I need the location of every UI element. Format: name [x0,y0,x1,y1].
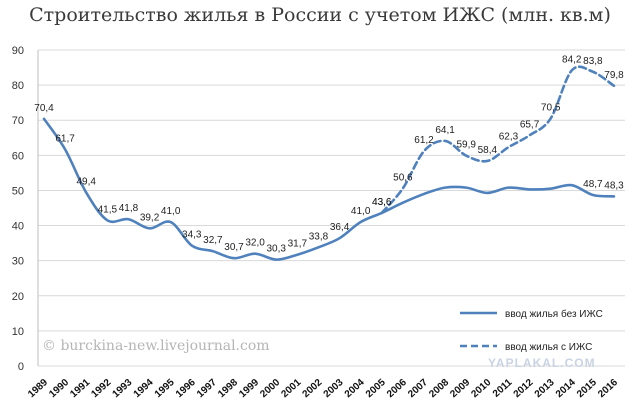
x-tick-label: 1993 [111,377,135,400]
data-label: 61,2 [414,135,434,146]
chart-title: Строительство жилья в России с учетом ИЖ… [29,4,611,26]
y-tick-label: 40 [12,221,24,233]
x-tick-label: 2016 [596,377,620,400]
data-label: 48,3 [604,180,624,191]
data-label: 34,3 [182,230,202,241]
legend-entry: ввод жилья с ИЖС [505,342,592,353]
x-axis: 1989199019911992199319941995199619971998… [26,377,620,400]
x-tick-label: 2004 [343,377,367,400]
x-tick-label: 2006 [385,377,409,400]
data-label: 33,8 [309,231,329,242]
x-tick-label: 1992 [89,377,113,400]
x-tick-label: 2009 [448,377,472,400]
x-tick-label: 1997 [195,377,219,400]
y-tick-label: 0 [18,361,24,373]
data-label: 70,4 [34,103,54,114]
y-tick-label: 20 [12,291,24,303]
x-tick-label: 2013 [533,377,557,400]
data-label: 58,4 [478,145,498,156]
legend-entry: ввод жилья без ИЖС [505,308,603,320]
x-tick-label: 1989 [26,377,50,400]
data-label: 41,0 [351,206,371,217]
x-tick-label: 1996 [174,377,198,400]
data-label: 32,0 [245,238,265,249]
watermark: © burckina-new.livejournal.com [42,338,270,354]
x-tick-label: 2002 [301,377,325,400]
x-tick-label: 2001 [279,377,303,400]
series-line-with-izhs [380,65,616,215]
x-tick-label: 2012 [512,377,536,400]
data-label: 49,4 [76,177,96,188]
y-tick-label: 10 [12,326,24,338]
x-tick-label: 1990 [47,377,71,400]
data-label: 41,5 [98,204,118,215]
site-stamp: YAPLAKAL.COM [488,356,596,370]
y-tick-label: 30 [12,256,24,268]
data-label: 83,8 [583,56,603,67]
data-label: 65,7 [520,119,540,130]
data-label: 41,8 [119,203,139,214]
x-tick-label: 2008 [427,377,451,400]
data-label: 31,7 [288,239,308,250]
data-label: 61,7 [55,133,75,144]
x-tick-label: 2007 [406,377,430,400]
y-tick-label: 60 [12,150,24,162]
legend: ввод жилья без ИЖС ввод жилья с ИЖС [460,308,603,353]
x-tick-label: 2011 [491,377,515,400]
data-label: 30,7 [224,242,244,253]
data-label: 50,6 [393,172,413,183]
y-tick-label: 70 [12,115,24,127]
x-tick-label: 2014 [554,377,578,400]
x-tick-label: 1999 [237,377,261,400]
data-label: 30,3 [266,244,286,255]
data-label: 32,7 [203,235,223,246]
x-tick-label: 1991 [68,377,92,400]
x-tick-label: 2000 [258,377,282,400]
x-tick-label: 2015 [575,377,599,400]
x-tick-label: 2005 [364,377,388,400]
y-tick-label: 50 [12,185,24,197]
data-label: 43,6 [372,197,392,208]
gridlines [37,49,625,367]
y-tick-label: 80 [12,80,24,92]
data-label: 59,9 [456,140,476,151]
data-label: 43,6 [372,197,392,208]
data-label: 41,0 [161,206,181,217]
data-label: 70,5 [541,102,561,113]
data-label: 79,8 [604,70,624,81]
y-axis: 0 10 20 30 40 50 60 70 80 90 [12,45,24,373]
data-label: 62,3 [499,131,519,142]
y-tick-label: 90 [12,45,24,57]
series-lines [42,65,616,261]
data-label: 36,4 [330,222,350,233]
data-labels: 70,461,749,441,5 41,839,241,034,332,730,7… [34,54,624,254]
x-tick-label: 1994 [132,377,156,400]
x-tick-label: 2010 [469,377,493,400]
data-label: 64,1 [435,125,455,136]
x-tick-label: 1995 [153,377,177,400]
x-tick-label: 1998 [216,377,240,400]
data-label: 84,2 [562,54,582,65]
data-label: 48,7 [583,179,603,190]
x-tick-label: 2003 [322,377,346,400]
series-line-without-izhs [42,117,616,261]
data-label: 39,2 [140,212,160,223]
